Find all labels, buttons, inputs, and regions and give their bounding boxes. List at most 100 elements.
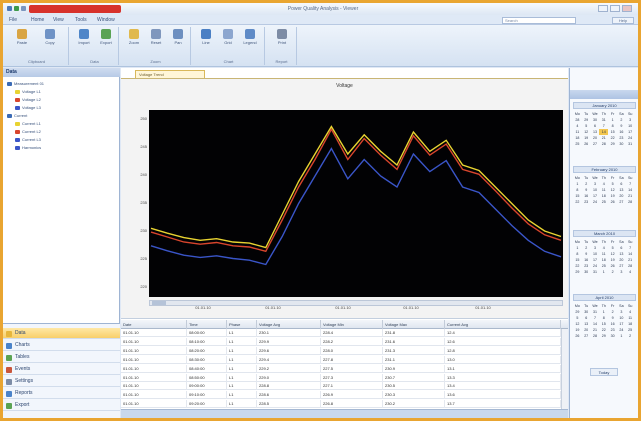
calendar-day[interactable]: 3	[593, 246, 596, 250]
table-row[interactable]: 01.01.10 08:30:00 L1 229.4 227.8 231.1 13.0	[121, 355, 568, 364]
calendar-day[interactable]: 10	[592, 188, 597, 192]
menu-file[interactable]: File	[9, 17, 18, 23]
calendar-day[interactable]: 6	[620, 246, 623, 250]
column-header[interactable]: Voltage Min	[321, 320, 383, 329]
calendar-day[interactable]: 23	[584, 200, 589, 204]
calendar-day[interactable]: 13	[619, 188, 624, 192]
month-header[interactable]: January 2010	[573, 102, 636, 109]
calendar-day[interactable]: 6	[585, 316, 588, 320]
calendar-day[interactable]: 31	[592, 310, 597, 314]
calendar-day[interactable]: 19	[610, 258, 615, 262]
calendar-day[interactable]: 1	[576, 246, 579, 250]
calendar-day[interactable]: 18	[601, 258, 606, 262]
line-button[interactable]: Line	[195, 29, 217, 45]
calendar-day[interactable]: 29	[601, 334, 606, 338]
calendar-day[interactable]: 7	[602, 124, 605, 128]
zoom-button[interactable]: Zoom	[123, 29, 145, 45]
calendar-day[interactable]: 5	[611, 246, 614, 250]
calendar-day[interactable]: 21	[592, 328, 597, 332]
table-row[interactable]: 01.01.10 08:50:00 L1 229.0 227.3 230.7 13.3	[121, 373, 568, 382]
calendar-day[interactable]: 8	[576, 188, 579, 192]
calendar-day[interactable]: 23	[584, 264, 589, 268]
calendar-day[interactable]: 11	[575, 130, 580, 134]
calendar-day[interactable]: 26	[610, 200, 615, 204]
calendar-day[interactable]: 15	[575, 258, 580, 262]
calendar-day[interactable]: 10	[628, 124, 633, 128]
table-scrollbar[interactable]	[561, 329, 568, 409]
calendar-day[interactable]: 25	[601, 200, 606, 204]
calendar-day[interactable]: 1	[620, 334, 623, 338]
calendar-day[interactable]: 10	[619, 316, 624, 320]
menu-window[interactable]: Window	[97, 17, 115, 23]
plot-area[interactable]	[149, 110, 563, 297]
menu-tools[interactable]: Tools	[75, 17, 87, 23]
calendar-day[interactable]: 21	[601, 136, 606, 140]
calendar-day[interactable]: 29	[575, 310, 580, 314]
tree-item[interactable]: Current L3	[15, 136, 41, 143]
calendar-day[interactable]: 11	[601, 188, 606, 192]
redo-icon[interactable]	[21, 6, 26, 11]
calendar-day[interactable]: 28	[575, 118, 580, 122]
calendar-day[interactable]: 17	[592, 194, 597, 198]
table-row[interactable]: 01.01.10 09:00:00 L1 228.8 227.1 230.5 13.4	[121, 382, 568, 391]
tree-item[interactable]: Measurement 01	[7, 80, 44, 87]
menu-home[interactable]: Home	[31, 17, 45, 23]
nav-button-reports[interactable]: Reports	[3, 388, 120, 399]
calendar-day[interactable]: 19	[610, 194, 615, 198]
calendar-day[interactable]: 29	[610, 142, 615, 146]
calendar-day[interactable]: 8	[576, 252, 579, 256]
column-header[interactable]: Phase	[227, 320, 257, 329]
legend-button[interactable]: Legend	[239, 29, 261, 45]
calendar-day[interactable]: 3	[620, 270, 623, 274]
nav-button-export[interactable]: Export	[3, 400, 120, 411]
calendar-day[interactable]: 13	[619, 252, 624, 256]
nav-button-settings[interactable]: Settings	[3, 376, 120, 387]
calendar-day[interactable]: 9	[611, 316, 614, 320]
calendar-day[interactable]: 16	[610, 322, 615, 326]
import-button[interactable]: Import	[73, 29, 95, 45]
calendar-day[interactable]: 24	[628, 136, 633, 140]
calendar-day[interactable]: 30	[584, 270, 589, 274]
calendar-day[interactable]: 2	[629, 334, 632, 338]
calendar-day[interactable]: 17	[619, 322, 624, 326]
calendar-day[interactable]: 7	[593, 316, 596, 320]
help-button[interactable]: Help	[612, 17, 634, 24]
export-button[interactable]: Export	[95, 29, 117, 45]
calendar-day[interactable]: 8	[602, 316, 605, 320]
calendar-day[interactable]: 20	[592, 136, 597, 140]
calendar-day[interactable]: 4	[602, 246, 605, 250]
month-header[interactable]: February 2010	[573, 166, 636, 173]
calendar-day[interactable]: 31	[601, 118, 606, 122]
tree-item[interactable]: Voltage L2	[15, 96, 41, 103]
calendar-day[interactable]: 4	[629, 310, 632, 314]
tree-item[interactable]: Current L1	[15, 120, 41, 127]
nav-button-charts[interactable]: Charts	[3, 340, 120, 351]
undo-icon[interactable]	[14, 6, 19, 11]
document-tab[interactable]: Voltage Trend	[135, 70, 205, 78]
month-header[interactable]: March 2010	[573, 230, 636, 237]
calendar-day[interactable]: 20	[584, 328, 589, 332]
calendar-day[interactable]: 29	[584, 118, 589, 122]
calendar-day[interactable]: 16	[619, 130, 624, 134]
calendar-day[interactable]: 3	[593, 182, 596, 186]
calendar-day[interactable]: 26	[584, 142, 589, 146]
calendar-day[interactable]: 16	[584, 194, 589, 198]
calendar-day[interactable]: 14	[628, 188, 633, 192]
calendar-day[interactable]: 28	[628, 264, 633, 268]
calendar-day[interactable]: 27	[619, 200, 624, 204]
tree-item[interactable]: Current	[7, 112, 27, 119]
calendar-day[interactable]: 25	[628, 328, 633, 332]
calendar-day[interactable]: 14	[628, 252, 633, 256]
calendar-day[interactable]: 5	[611, 182, 614, 186]
calendar-day[interactable]: 2	[611, 310, 614, 314]
calendar-day[interactable]: 28	[592, 334, 597, 338]
scrollbar-thumb[interactable]	[152, 301, 166, 305]
calendar-day[interactable]: 26	[610, 264, 615, 268]
calendar-day[interactable]: 21	[628, 194, 633, 198]
chart-scrollbar[interactable]	[149, 300, 563, 306]
calendar-day[interactable]: 14	[592, 322, 597, 326]
reset-button[interactable]: Reset	[145, 29, 167, 45]
calendar-day[interactable]: 30	[619, 142, 624, 146]
table-row[interactable]: 01.01.10 09:10:00 L1 228.6 226.9 230.3 13.6	[121, 391, 568, 400]
calendar-day[interactable]: 9	[620, 124, 623, 128]
